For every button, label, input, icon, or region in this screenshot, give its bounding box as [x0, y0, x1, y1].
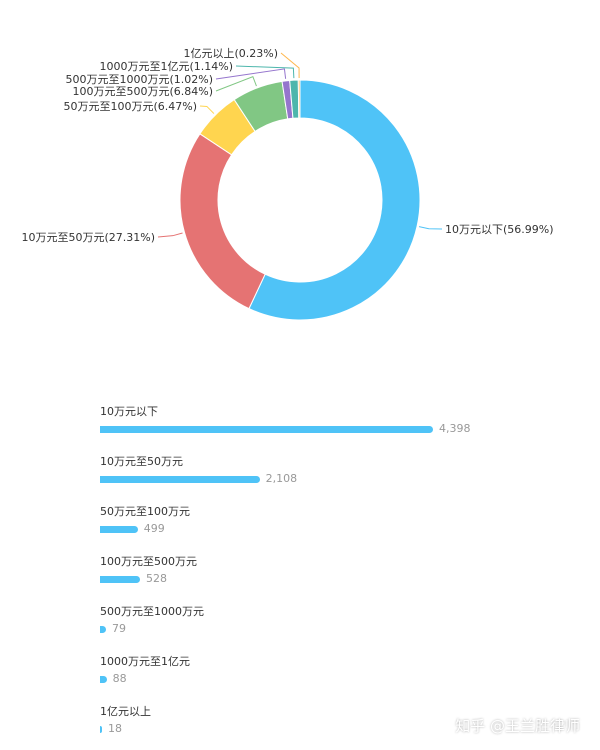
slice-label-2: 10万元至50万元(27.31%): [21, 231, 155, 244]
bar-category-label: 100万元至500万元: [100, 555, 197, 568]
bar-value-label: 88: [112, 672, 127, 685]
slice-label-4: 100万元至500万元(6.84%): [72, 85, 213, 98]
bar-value-label: 18: [108, 722, 122, 735]
watermark: 知乎 @王兰胜律师: [455, 717, 580, 735]
bar: [100, 626, 106, 633]
bar-category-label: 10万元以下: [100, 405, 158, 418]
bar: [100, 676, 107, 683]
bar: [100, 476, 260, 483]
leader-line-6: [235, 65, 295, 79]
leader-line-1: [418, 226, 443, 230]
donut-slice-1: [248, 79, 421, 321]
slice-label-5: 500万元至1000万元(1.02%): [65, 73, 213, 86]
leader-line-7: [280, 52, 300, 79]
donut-slice-7: [297, 79, 301, 119]
bar-value-label: 528: [145, 572, 167, 585]
bar-category-label: 50万元至100万元: [100, 505, 190, 518]
leader-line-3: [199, 105, 215, 114]
bar-value-label: 4,398: [439, 422, 471, 435]
leader-line-4: [215, 76, 257, 92]
slice-label-6: 1000万元至1亿元(1.14%): [99, 60, 233, 73]
donut-slice-2: [179, 133, 266, 310]
bar: [100, 576, 140, 583]
leader-line-2: [157, 232, 183, 238]
bar: [100, 426, 433, 433]
slice-label-7: 1亿元以上(0.23%): [183, 47, 278, 60]
bar-category-label: 500万元至1000万元: [100, 605, 204, 618]
bar-value-label: 2,108: [265, 472, 298, 485]
bar-value-label: 499: [143, 522, 165, 535]
bar: [100, 726, 102, 733]
bar-value-label: 79: [111, 622, 126, 635]
bar-category-label: 10万元至50万元: [100, 455, 183, 468]
bar-category-label: 1000万元至1亿元: [100, 655, 190, 668]
bar-category-label: 1亿元以上: [100, 705, 151, 718]
slice-label-1: 10万元以下(56.99%): [445, 223, 554, 236]
bar: [100, 526, 138, 533]
slice-label-3: 50万元至100万元(6.47%): [63, 100, 197, 113]
donut-chart: 10万元以下(56.99%) 10万元至50万元(27.31%) 50万元至100万…: [21, 47, 554, 321]
leader-line-5: [215, 68, 287, 80]
